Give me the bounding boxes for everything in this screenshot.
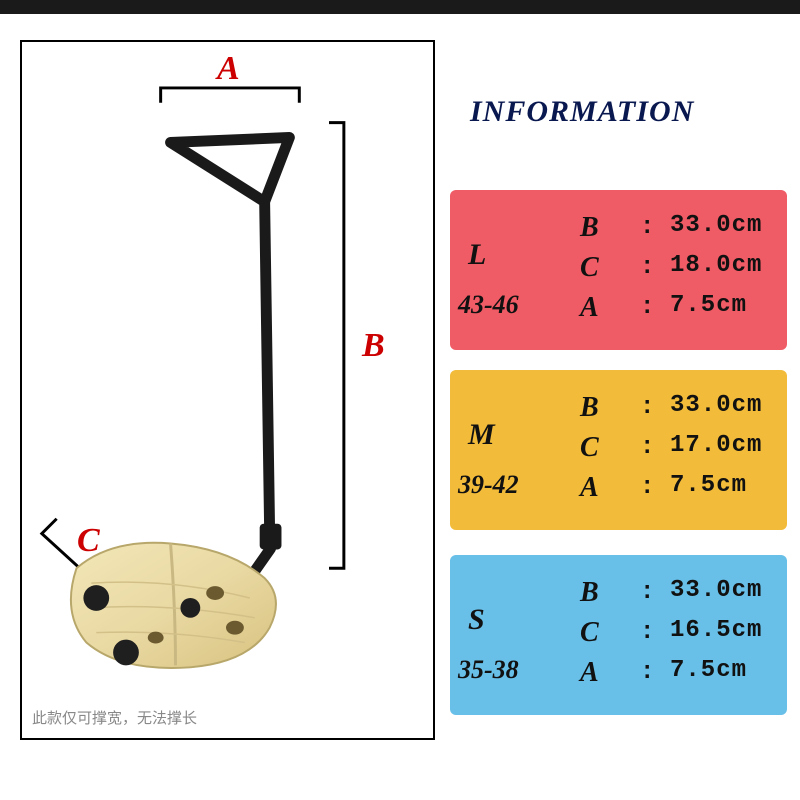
size-range: 35-38 [458,655,519,685]
dim-value: 16.5cm [670,617,762,644]
size-card-l: L43-46B:33.0cmC:18.0cmA:7.5cm [450,190,787,350]
label-b: B [362,327,385,365]
colon: : [640,294,654,321]
dim-key-c: C [580,617,599,649]
size-range: 39-42 [458,470,519,500]
dim-value: 18.0cm [670,252,762,279]
colon: : [640,474,654,501]
dim-key-c: C [580,252,599,284]
size-card-s: S35-38B:33.0cmC:16.5cmA:7.5cm [450,555,787,715]
bracket-b [329,123,344,569]
dim-key-c: C [580,432,599,464]
dim-key-a: A [580,657,599,689]
metal-handle [171,137,290,578]
info-title: INFORMATION [470,95,694,129]
colon: : [640,214,654,241]
dim-value: 7.5cm [670,472,747,499]
size-card-m: M39-42B:33.0cmC:17.0cmA:7.5cm [450,370,787,530]
label-a: A [217,50,240,88]
bracket-a [161,88,300,103]
diagram-footer-note: 此款仅可撑宽，无法撑长 [32,707,197,728]
dim-value: 17.0cm [670,432,762,459]
colon: : [640,394,654,421]
dim-key-a: A [580,292,599,324]
dim-value: 7.5cm [670,657,747,684]
dim-key-a: A [580,472,599,504]
colon: : [640,579,654,606]
label-c: C [77,522,100,560]
product-diagram [22,42,433,738]
size-letter: L [468,238,486,272]
size-range: 43-46 [458,290,519,320]
colon: : [640,619,654,646]
wood-block [71,543,276,668]
size-letter: S [468,603,485,637]
size-letter: M [468,418,495,452]
colon: : [640,659,654,686]
dim-key-b: B [580,392,599,424]
colon: : [640,434,654,461]
dim-key-b: B [580,577,599,609]
dim-value: 33.0cm [670,212,762,239]
top-bar [0,0,800,14]
dim-value: 7.5cm [670,292,747,319]
dim-value: 33.0cm [670,577,762,604]
colon: : [640,254,654,281]
dim-key-b: B [580,212,599,244]
diagram-panel: A B C 此款仅可撑宽，无法撑长 [20,40,435,740]
dim-value: 33.0cm [670,392,762,419]
